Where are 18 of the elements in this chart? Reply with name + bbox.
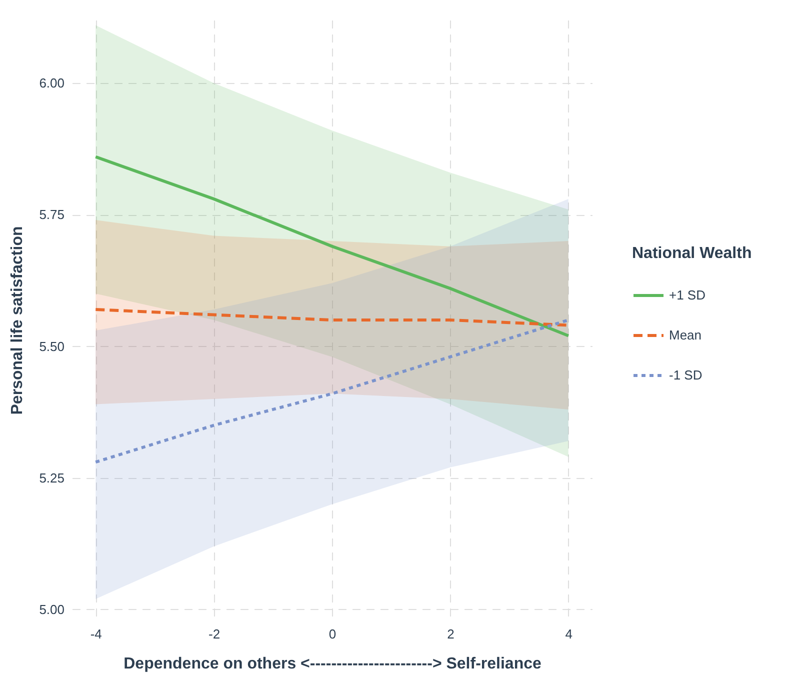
line-series [94, 155, 570, 338]
legend-title: National Wealth [632, 245, 752, 262]
y-tick-label: 5.75 [39, 207, 64, 222]
x-tick-label: 4 [565, 626, 572, 642]
y-tick-label: 5.50 [39, 338, 64, 354]
x-tick-label: 2 [447, 626, 454, 642]
x-axis-title: Dependence on others <-----------------------> Self-reliance [124, 656, 542, 672]
legend-label: Mean [669, 328, 702, 342]
legend-label: +1 SD [669, 288, 706, 302]
x-tick-label: -2 [208, 626, 220, 642]
x-tick-label: 0 [328, 626, 336, 642]
legend-label: -1 SD [669, 368, 702, 382]
x-tick-label: -4 [90, 626, 102, 642]
line-series [94, 318, 570, 464]
y-tick-label: 5.25 [39, 470, 64, 486]
y-axis-title: Personal life satisfaction [9, 226, 26, 415]
y-tick-label: 6.00 [39, 76, 64, 91]
y-tick-label: 5.00 [39, 602, 64, 617]
